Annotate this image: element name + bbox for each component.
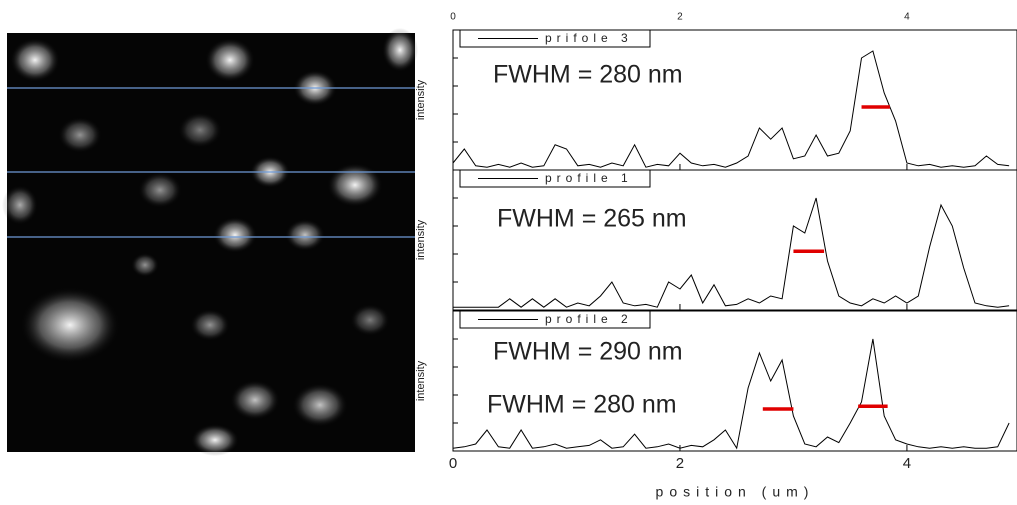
y-axis-label: intensity (415, 360, 427, 401)
x-tick-label-top: 0 (450, 12, 456, 23)
x-tick-label: 4 (903, 455, 911, 472)
y-axis-label: intensity (415, 79, 427, 120)
legend-box (459, 29, 651, 48)
legend-box (459, 310, 651, 329)
plot-frame (452, 310, 1017, 452)
x-axis-label: position (um) (656, 484, 815, 500)
x-tick-label: 0 (449, 455, 457, 472)
fwhm-annotation: FWHM = 265 nm (497, 205, 687, 233)
x-tick-label-top: 2 (677, 12, 683, 23)
legend-label: prifole 3 (545, 31, 633, 45)
plot-frame (452, 29, 1017, 171)
legend-label: profile 1 (545, 171, 633, 185)
fwhm-annotation: FWHM = 290 nm (493, 338, 683, 366)
fwhm-annotation: FWHM = 280 nm (493, 61, 683, 89)
microscopy-image (2, 28, 418, 456)
legend-box (459, 169, 651, 188)
plot-frame (452, 169, 1017, 311)
profile-line (452, 50, 1010, 168)
y-axis-label: intensity (415, 219, 427, 260)
fwhm-annotation: FWHM = 280 nm (487, 391, 677, 419)
profile-line (452, 338, 1010, 450)
legend-label: profile 2 (545, 312, 633, 326)
profile-line (453, 197, 1010, 308)
x-tick-label: 2 (676, 455, 684, 472)
x-tick-label-top: 4 (904, 12, 910, 23)
